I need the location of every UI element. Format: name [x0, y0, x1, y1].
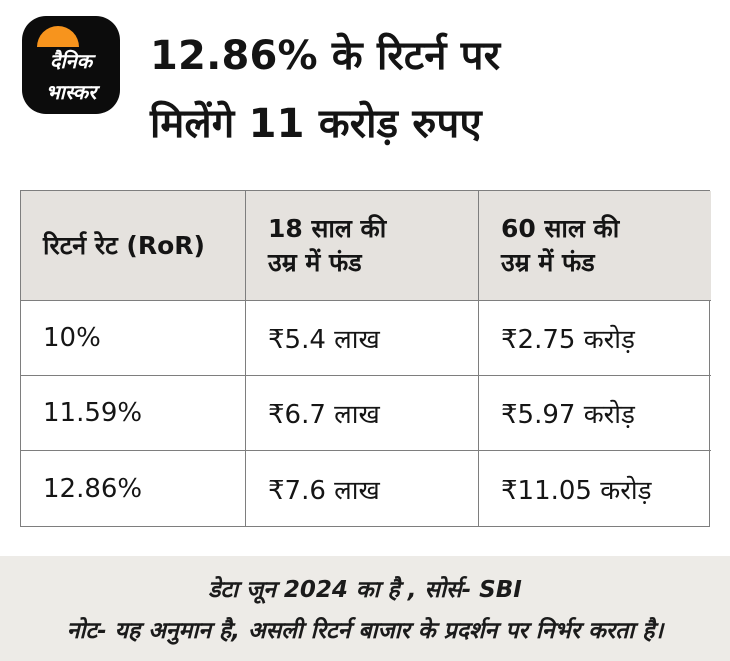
column-header-ror: रिटर्न रेट (RoR): [21, 191, 246, 301]
table-cell-fund18-3: ₹7.6 लाख: [246, 451, 479, 526]
header: दैनिक भास्कर 12.86% के रिटर्न पर मिलेंगे…: [0, 0, 730, 158]
title-line-2: मिलेंगे 11 करोड़ रुपए: [150, 101, 482, 147]
table-cell-fund18-1: ₹5.4 लाख: [246, 301, 479, 376]
column-header-fund-age18: 18 साल की उम्र में फंड: [246, 191, 479, 301]
logo-wordmark: दैनिक भास्कर: [22, 46, 120, 108]
table-cell-ror-2: 11.59%: [21, 376, 246, 451]
logo-line-2: भास्कर: [45, 80, 97, 104]
table-cell-fund60-3: ₹11.05 करोड़: [501, 475, 652, 506]
footer-source-line: डेटा जून 2024 का है , सोर्स- SBI: [208, 577, 522, 603]
logo-line-1: दैनिक: [49, 49, 93, 73]
returns-table: रिटर्न रेट (RoR) 18 साल की उम्र में फंड …: [20, 190, 711, 527]
footer-disclaimer-line: नोट- यह अनुमान है, असली रिटर्न बाजार के …: [66, 618, 664, 644]
page-title: 12.86% के रिटर्न पर मिलेंगे 11 करोड़ रुप…: [150, 16, 500, 158]
table-cell-ror-3: 12.86%: [21, 451, 246, 526]
table-cell-fund60-1: ₹2.75 करोड़: [479, 301, 711, 376]
table-cell-fund60-2: ₹5.97 करोड़: [479, 376, 711, 451]
title-line-1: 12.86% के रिटर्न पर: [150, 33, 501, 79]
sun-icon: [37, 26, 79, 47]
column-header-fund-age60: 60 साल की उम्र में फंड: [479, 191, 711, 301]
footer-note-band: डेटा जून 2024 का है , सोर्स- SBI नोट- यह…: [0, 556, 730, 661]
table-cell-ror-1: 10%: [21, 301, 246, 376]
table-cell-fund18-2: ₹6.7 लाख: [246, 376, 479, 451]
dainik-bhaskar-logo: दैनिक भास्कर: [22, 16, 120, 114]
